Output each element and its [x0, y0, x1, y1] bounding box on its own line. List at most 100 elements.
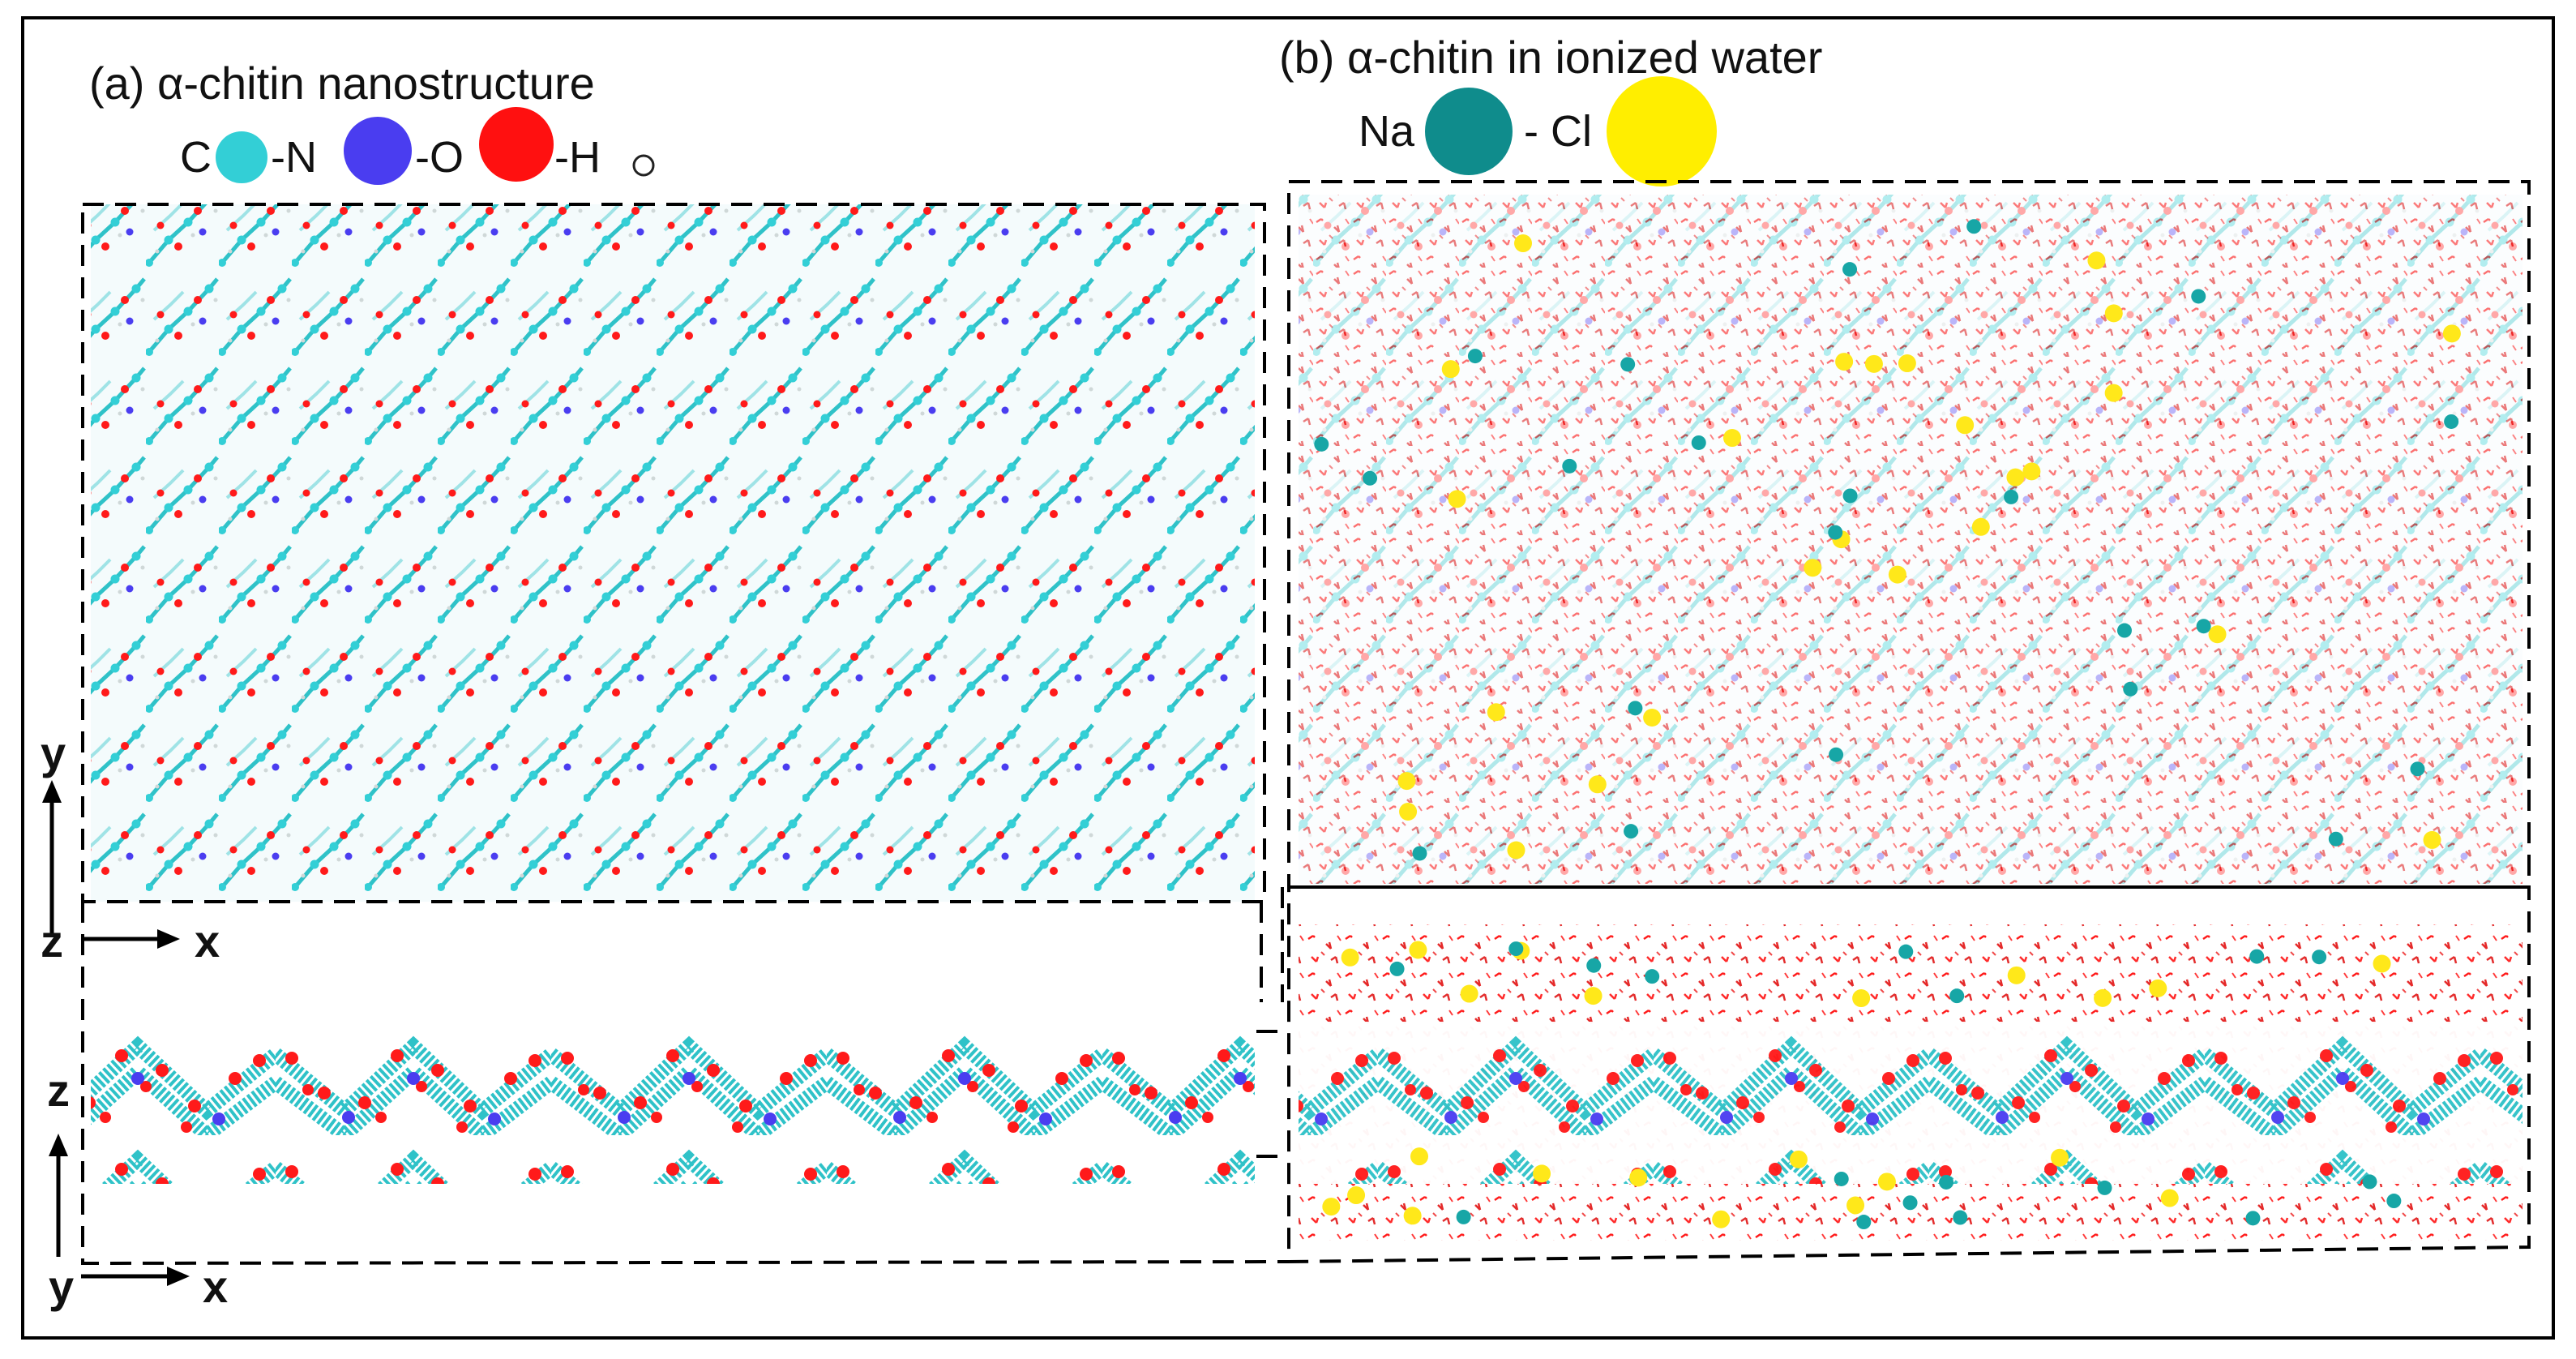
sodium-ion — [1508, 941, 1524, 957]
axis-label-z-side: z — [47, 1065, 70, 1116]
axis-label-x-top: x — [195, 915, 220, 967]
chlorine-ion — [1410, 1147, 1429, 1166]
chlorine-ion — [2423, 830, 2441, 849]
chlorine-ion — [2022, 462, 2041, 481]
chlorine-ion — [2442, 324, 2461, 343]
chlorine-ion — [1347, 1186, 1366, 1205]
chlorine-ion-swatch — [1607, 76, 1717, 186]
legend-label-carbon: C — [180, 133, 212, 182]
legend-label-nitrogen: -N — [271, 133, 317, 182]
sodium-ion — [2362, 1174, 2377, 1190]
carbon-atom-swatch — [216, 131, 267, 183]
chlorine-ion — [2051, 1148, 2069, 1167]
chlorine-ion — [1971, 517, 1990, 536]
sodium-ion — [1645, 969, 1660, 984]
sodium-ion — [1691, 435, 1706, 450]
sodium-ion — [2097, 1180, 2112, 1195]
ion-layer — [1314, 219, 2461, 1230]
chlorine-ion — [1487, 703, 1505, 722]
sodium-ion — [2245, 1211, 2261, 1226]
chlorine-ion — [1852, 989, 1871, 1008]
chlorine-ion — [1322, 1198, 1341, 1216]
legend-label-sodium: Na — [1359, 107, 1415, 156]
sodium-ion — [2191, 289, 2206, 304]
sodium-ion — [1620, 357, 1636, 372]
sodium-ion — [2312, 950, 2327, 965]
chlorine-ion — [1514, 234, 1533, 253]
chlorine-ion — [1712, 1210, 1731, 1228]
chitin-water-side-layer — [1299, 1022, 2523, 1184]
panel-b-caption: (b) α-chitin in ionized water — [1279, 32, 1822, 83]
chlorine-ion — [1533, 1164, 1551, 1183]
axis-label-y-side: y — [49, 1261, 74, 1312]
chlorine-ion — [1722, 429, 1741, 448]
sodium-ion — [1467, 349, 1483, 364]
chlorine-ion — [2104, 304, 2123, 323]
sodium-ion — [2328, 831, 2343, 847]
chlorine-ion — [1507, 841, 1525, 860]
sodium-ion — [2196, 619, 2211, 634]
chlorine-ion — [1835, 353, 1854, 371]
sodium-ion — [1314, 436, 1329, 452]
legend-label-hydrogen: -H — [554, 133, 601, 182]
sodium-ion — [1842, 262, 1858, 277]
chlorine-ion — [2149, 979, 2167, 997]
sodium-ion-swatch — [1425, 88, 1513, 175]
chlorine-ion — [1643, 709, 1662, 727]
sodium-ion — [1902, 1195, 1918, 1211]
chlorine-ion — [2006, 468, 2025, 487]
chlorine-ion — [1888, 565, 1906, 584]
chlorine-ion — [1403, 1207, 1422, 1225]
sodium-ion — [1628, 701, 1643, 716]
sodium-ion — [1966, 219, 1982, 234]
chlorine-ion — [1584, 987, 1603, 1005]
panel-b-legend: Na - Cl — [1359, 76, 1717, 186]
sodium-ion — [2410, 761, 2425, 777]
chlorine-ion — [1441, 360, 1460, 379]
chlorine-ion — [2208, 625, 2227, 644]
chlorine-ion — [2007, 966, 2026, 984]
sodium-ion — [1828, 525, 1843, 540]
sodium-ion — [1562, 458, 1577, 474]
sodium-ion — [1829, 747, 1844, 762]
chlorine-ion — [1399, 802, 1418, 821]
sodium-ion — [1456, 1209, 1471, 1224]
chlorine-ion — [2160, 1189, 2179, 1207]
chlorine-ion — [1956, 416, 1975, 435]
axes-side-view: z x y — [47, 1065, 228, 1312]
oxygen-atom-swatch — [479, 107, 554, 182]
sodium-ion — [2249, 949, 2265, 964]
sodium-ion — [1586, 958, 1602, 973]
panel-a-caption: (a) α-chitin nanostructure — [89, 58, 595, 109]
chlorine-ion — [1460, 984, 1478, 1003]
sodium-ion — [1389, 961, 1405, 976]
panel-a-legend: C -N -O -H — [180, 107, 655, 185]
chlorine-ion — [1804, 559, 1822, 577]
chlorine-ion — [1409, 941, 1427, 959]
axis-label-z-top: z — [41, 915, 63, 967]
sodium-ion — [1953, 1210, 1968, 1225]
chlorine-ion — [1448, 490, 1466, 508]
legend-label-chlorine: - Cl — [1524, 107, 1592, 156]
chitin-top-view — [91, 204, 1255, 902]
axis-label-y-top: y — [41, 727, 66, 778]
sodium-ion — [1834, 1171, 1849, 1186]
sodium-ion — [2123, 681, 2138, 697]
chlorine-ion — [1877, 1173, 1896, 1191]
sodium-ion — [1939, 1174, 1954, 1190]
hydrogen-atom-swatch — [632, 154, 655, 177]
sodium-ion — [2444, 414, 2459, 429]
chlorine-ion — [2094, 988, 2112, 1007]
chlorine-ion — [1864, 354, 1883, 373]
chlorine-ion — [1789, 1150, 1808, 1168]
sodium-ion — [2116, 623, 2132, 638]
chlorine-ion — [1846, 1196, 1865, 1215]
legend-label-oxygen: -O — [415, 133, 464, 182]
chlorine-ion — [1629, 1168, 1648, 1187]
chlorine-ion — [2104, 384, 2123, 402]
sodium-ion — [1898, 944, 1914, 959]
chlorine-ion — [1588, 775, 1607, 794]
axis-label-x-side: x — [203, 1261, 228, 1312]
chitin-water-top-view — [1299, 195, 2523, 884]
